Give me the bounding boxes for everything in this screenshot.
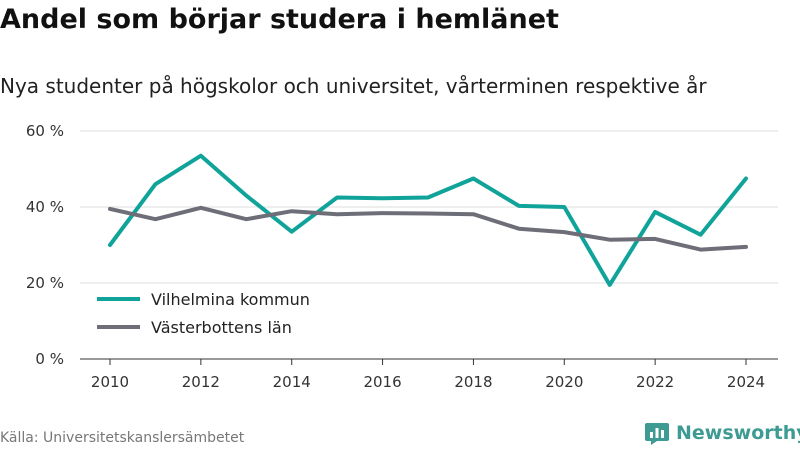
brand-logo: Newsworthy	[644, 420, 800, 446]
x-tick-label: 2022	[636, 373, 674, 391]
series-line-vasterbotten	[108, 205, 748, 252]
source-note: Källa: Universitetskanslersämbetet	[0, 430, 245, 446]
x-tick-label: 2010	[91, 373, 129, 391]
x-tick-label: 2012	[182, 373, 220, 391]
legend-label: Västerbottens län	[151, 318, 292, 337]
x-tick-label: 2018	[454, 373, 492, 391]
chart-title: Andel som börjar studera i hemlänet	[0, 4, 559, 35]
gridlines	[80, 130, 778, 284]
x-tick-label: 2014	[273, 373, 311, 391]
chart-subtitle: Nya studenter på högskolor och universit…	[0, 74, 707, 98]
y-tick-label: 40 %	[26, 198, 64, 216]
series-line-vilhelmina	[108, 153, 748, 287]
series-lines	[108, 153, 748, 287]
brand-name: Newsworthy	[676, 422, 800, 444]
x-tick-label: 2016	[363, 373, 401, 391]
y-axis: 0 % 20 % 40 % 60 %	[26, 122, 64, 368]
y-tick-label: 60 %	[26, 122, 64, 140]
y-tick-label: 20 %	[26, 274, 64, 292]
x-tick-label: 2024	[727, 373, 765, 391]
legend-label: Vilhelmina kommun	[151, 290, 310, 309]
bar-chart-logo-icon	[645, 423, 669, 445]
legend: Vilhelmina kommun Västerbottens län	[97, 290, 310, 337]
x-axis: 2010 2012 2014 2016 2018 2020 2022 2024	[80, 358, 778, 391]
x-tick-label: 2020	[545, 373, 583, 391]
y-tick-label: 0 %	[35, 350, 64, 368]
